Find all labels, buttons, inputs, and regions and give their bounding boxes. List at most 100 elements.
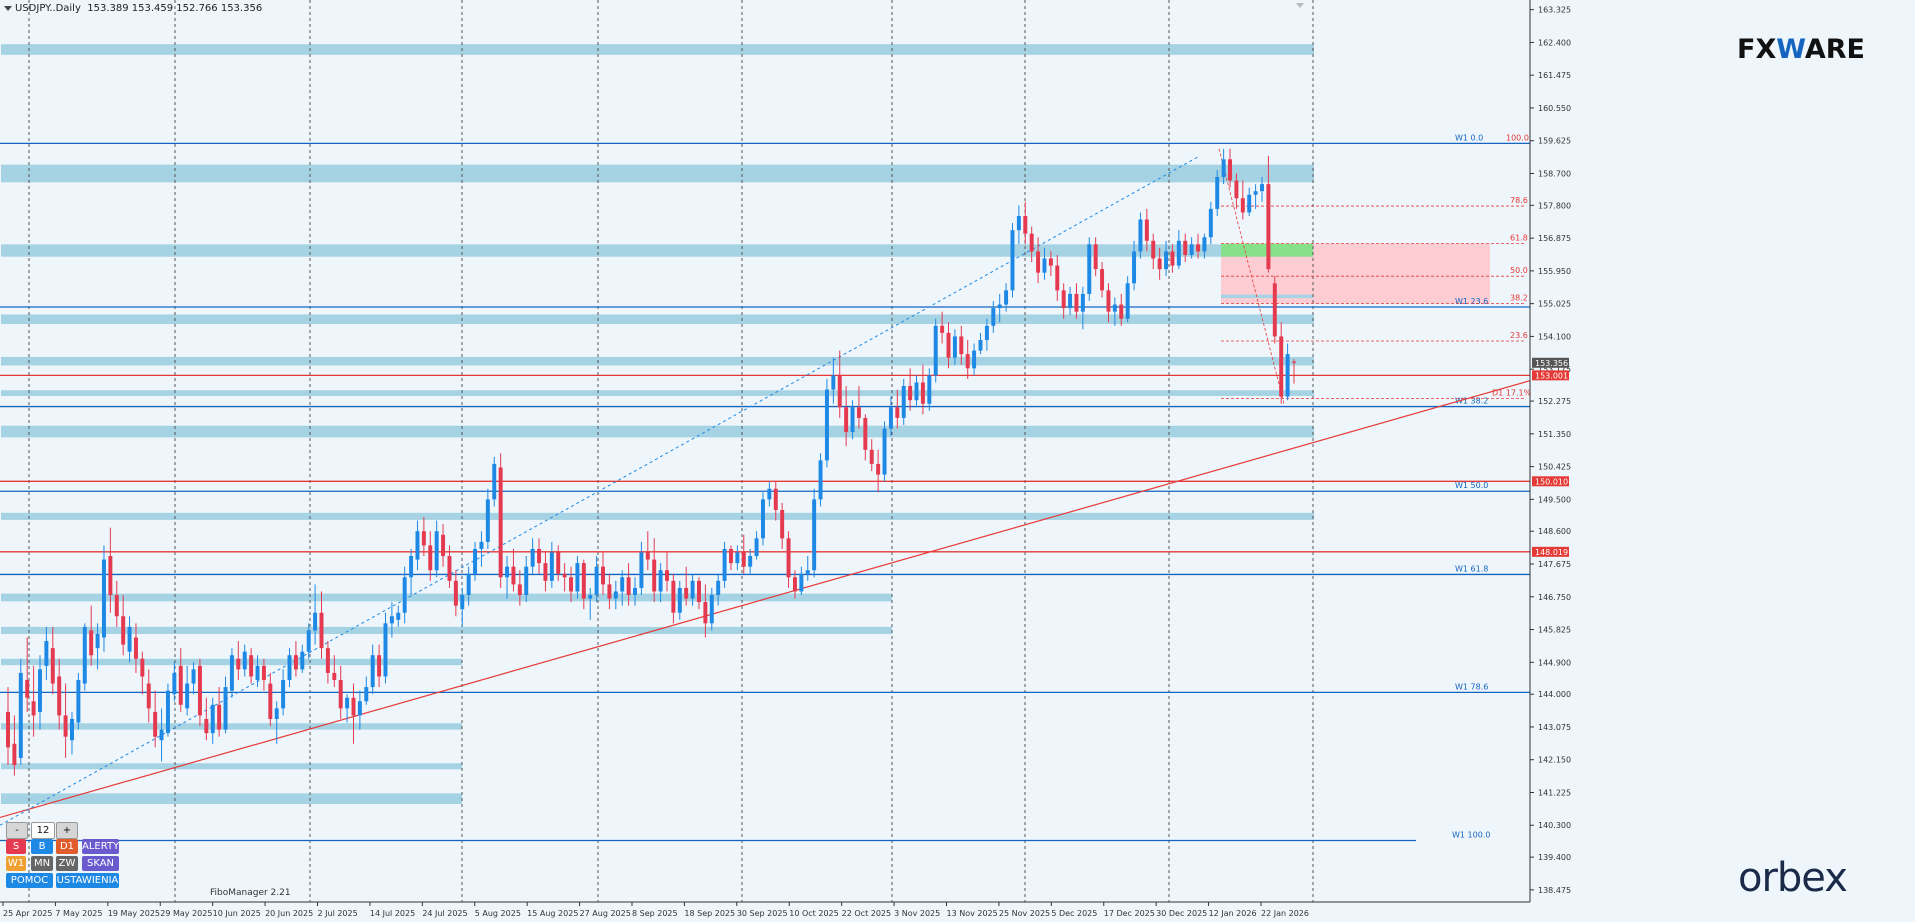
candle-body bbox=[1266, 184, 1271, 270]
price-tick-label: 155.950 bbox=[1538, 267, 1571, 276]
candle-body bbox=[748, 556, 753, 567]
price-tick-label: 150.425 bbox=[1538, 463, 1571, 472]
level-label: W1 50.0 bbox=[1455, 481, 1488, 490]
candle-body bbox=[735, 552, 740, 564]
candle-body bbox=[409, 556, 414, 578]
zw-button[interactable]: ZW bbox=[56, 856, 78, 871]
price-tick-label: 138.475 bbox=[1538, 886, 1571, 895]
candle-body bbox=[792, 577, 797, 592]
time-tick-label: 10 Jun 2025 bbox=[213, 909, 261, 918]
sr-zone bbox=[1, 593, 892, 602]
price-tag bbox=[1532, 370, 1569, 381]
scan-button[interactable]: SKAN bbox=[82, 856, 119, 871]
sr-zone bbox=[1, 512, 1314, 520]
help-button[interactable]: POMOC bbox=[6, 873, 53, 888]
candle-body bbox=[984, 325, 989, 340]
candle-body bbox=[620, 577, 625, 592]
price-tag-label: 150.010 bbox=[1535, 477, 1568, 486]
candle-body bbox=[607, 584, 612, 599]
alerts-button[interactable]: ALERTY bbox=[82, 839, 120, 854]
candle-body bbox=[645, 552, 650, 560]
candle-body bbox=[50, 648, 55, 684]
candle-body bbox=[242, 651, 247, 670]
buy-button[interactable]: B bbox=[31, 839, 53, 854]
candle-body bbox=[728, 548, 733, 564]
price-tick-label: 140.300 bbox=[1538, 821, 1571, 830]
decrease-button[interactable]: - bbox=[6, 822, 28, 839]
candle-body bbox=[396, 612, 401, 620]
sell-button[interactable]: S bbox=[6, 839, 26, 854]
candle-body bbox=[421, 531, 426, 546]
candle-body bbox=[1157, 258, 1162, 270]
candle-body bbox=[933, 325, 938, 376]
increase-button[interactable]: + bbox=[56, 822, 78, 839]
time-tick-label: 17 Dec 2025 bbox=[1104, 909, 1155, 918]
scroll-marker-icon bbox=[1296, 3, 1304, 8]
candle-body bbox=[601, 566, 605, 585]
candle-body bbox=[690, 580, 695, 599]
price-tick-label: 157.800 bbox=[1538, 201, 1571, 210]
collapse-triangle-icon[interactable] bbox=[4, 5, 12, 11]
time-tick-label: 15 Aug 2025 bbox=[527, 909, 578, 918]
candle-body bbox=[498, 467, 503, 578]
candle-body bbox=[364, 687, 369, 702]
time-tick-label: 3 Nov 2025 bbox=[894, 909, 940, 918]
symbol-label: USDJPY..Daily bbox=[15, 3, 81, 14]
fib-level-label: 23.6 bbox=[1510, 331, 1528, 340]
price-tag-label: 148.019 bbox=[1535, 548, 1568, 557]
candle-body bbox=[959, 336, 964, 355]
candle-body bbox=[831, 375, 836, 390]
candle-body bbox=[1023, 215, 1028, 234]
price-tick-label: 159.625 bbox=[1538, 137, 1571, 146]
price-tick-label: 153.175 bbox=[1538, 365, 1571, 374]
candle-body bbox=[25, 680, 30, 698]
candle-body bbox=[1247, 194, 1252, 213]
orbex-logo: orbex bbox=[1738, 855, 1848, 901]
candle-body bbox=[370, 655, 375, 688]
candle-body bbox=[1189, 244, 1194, 255]
time-tick-label: 22 Jan 2026 bbox=[1261, 909, 1309, 918]
w1-button[interactable]: W1 bbox=[6, 856, 26, 871]
candle-body bbox=[908, 386, 913, 401]
price-tick-label: 162.400 bbox=[1538, 38, 1571, 47]
candle-body bbox=[697, 580, 701, 603]
count-field[interactable]: 12 bbox=[31, 822, 55, 839]
fib-level-label: 38.2 bbox=[1510, 293, 1528, 302]
candle-body bbox=[1176, 240, 1181, 266]
candle-body bbox=[626, 577, 631, 595]
candle-body bbox=[952, 336, 957, 358]
candle-body bbox=[1260, 184, 1264, 192]
candle-body bbox=[844, 407, 849, 433]
candle-body bbox=[146, 683, 151, 709]
candle-body bbox=[1010, 230, 1015, 291]
candle-body bbox=[229, 655, 234, 691]
fib-level-label: 50.0 bbox=[1510, 266, 1528, 275]
candle-body bbox=[108, 556, 113, 595]
candle-body bbox=[863, 417, 868, 450]
candle-body bbox=[1055, 265, 1060, 291]
sr-zone bbox=[1, 314, 1314, 325]
candle-body bbox=[1100, 269, 1105, 291]
time-tick-label: 7 May 2025 bbox=[55, 909, 102, 918]
candle-body bbox=[389, 616, 394, 624]
candle-body bbox=[485, 499, 490, 542]
d1-button[interactable]: D1 bbox=[56, 839, 78, 854]
price-tick-label: 152.275 bbox=[1538, 397, 1571, 406]
candle-body bbox=[236, 658, 241, 670]
candle-body bbox=[133, 637, 138, 659]
candle-body bbox=[940, 325, 945, 333]
candle-body bbox=[12, 743, 17, 766]
price-tick-label: 151.350 bbox=[1538, 430, 1571, 439]
candle-body bbox=[300, 651, 305, 670]
candle-body bbox=[261, 665, 266, 681]
candle-body bbox=[197, 665, 202, 716]
candle-body bbox=[780, 509, 785, 539]
candle-body bbox=[57, 676, 62, 716]
candle-body bbox=[575, 563, 580, 592]
candle-body bbox=[1004, 290, 1009, 305]
time-tick-label: 25 Apr 2025 bbox=[3, 909, 52, 918]
mn-button[interactable]: MN bbox=[31, 856, 53, 871]
candle-body bbox=[287, 655, 292, 681]
settings-button[interactable]: USTAWIENIA bbox=[56, 873, 119, 888]
